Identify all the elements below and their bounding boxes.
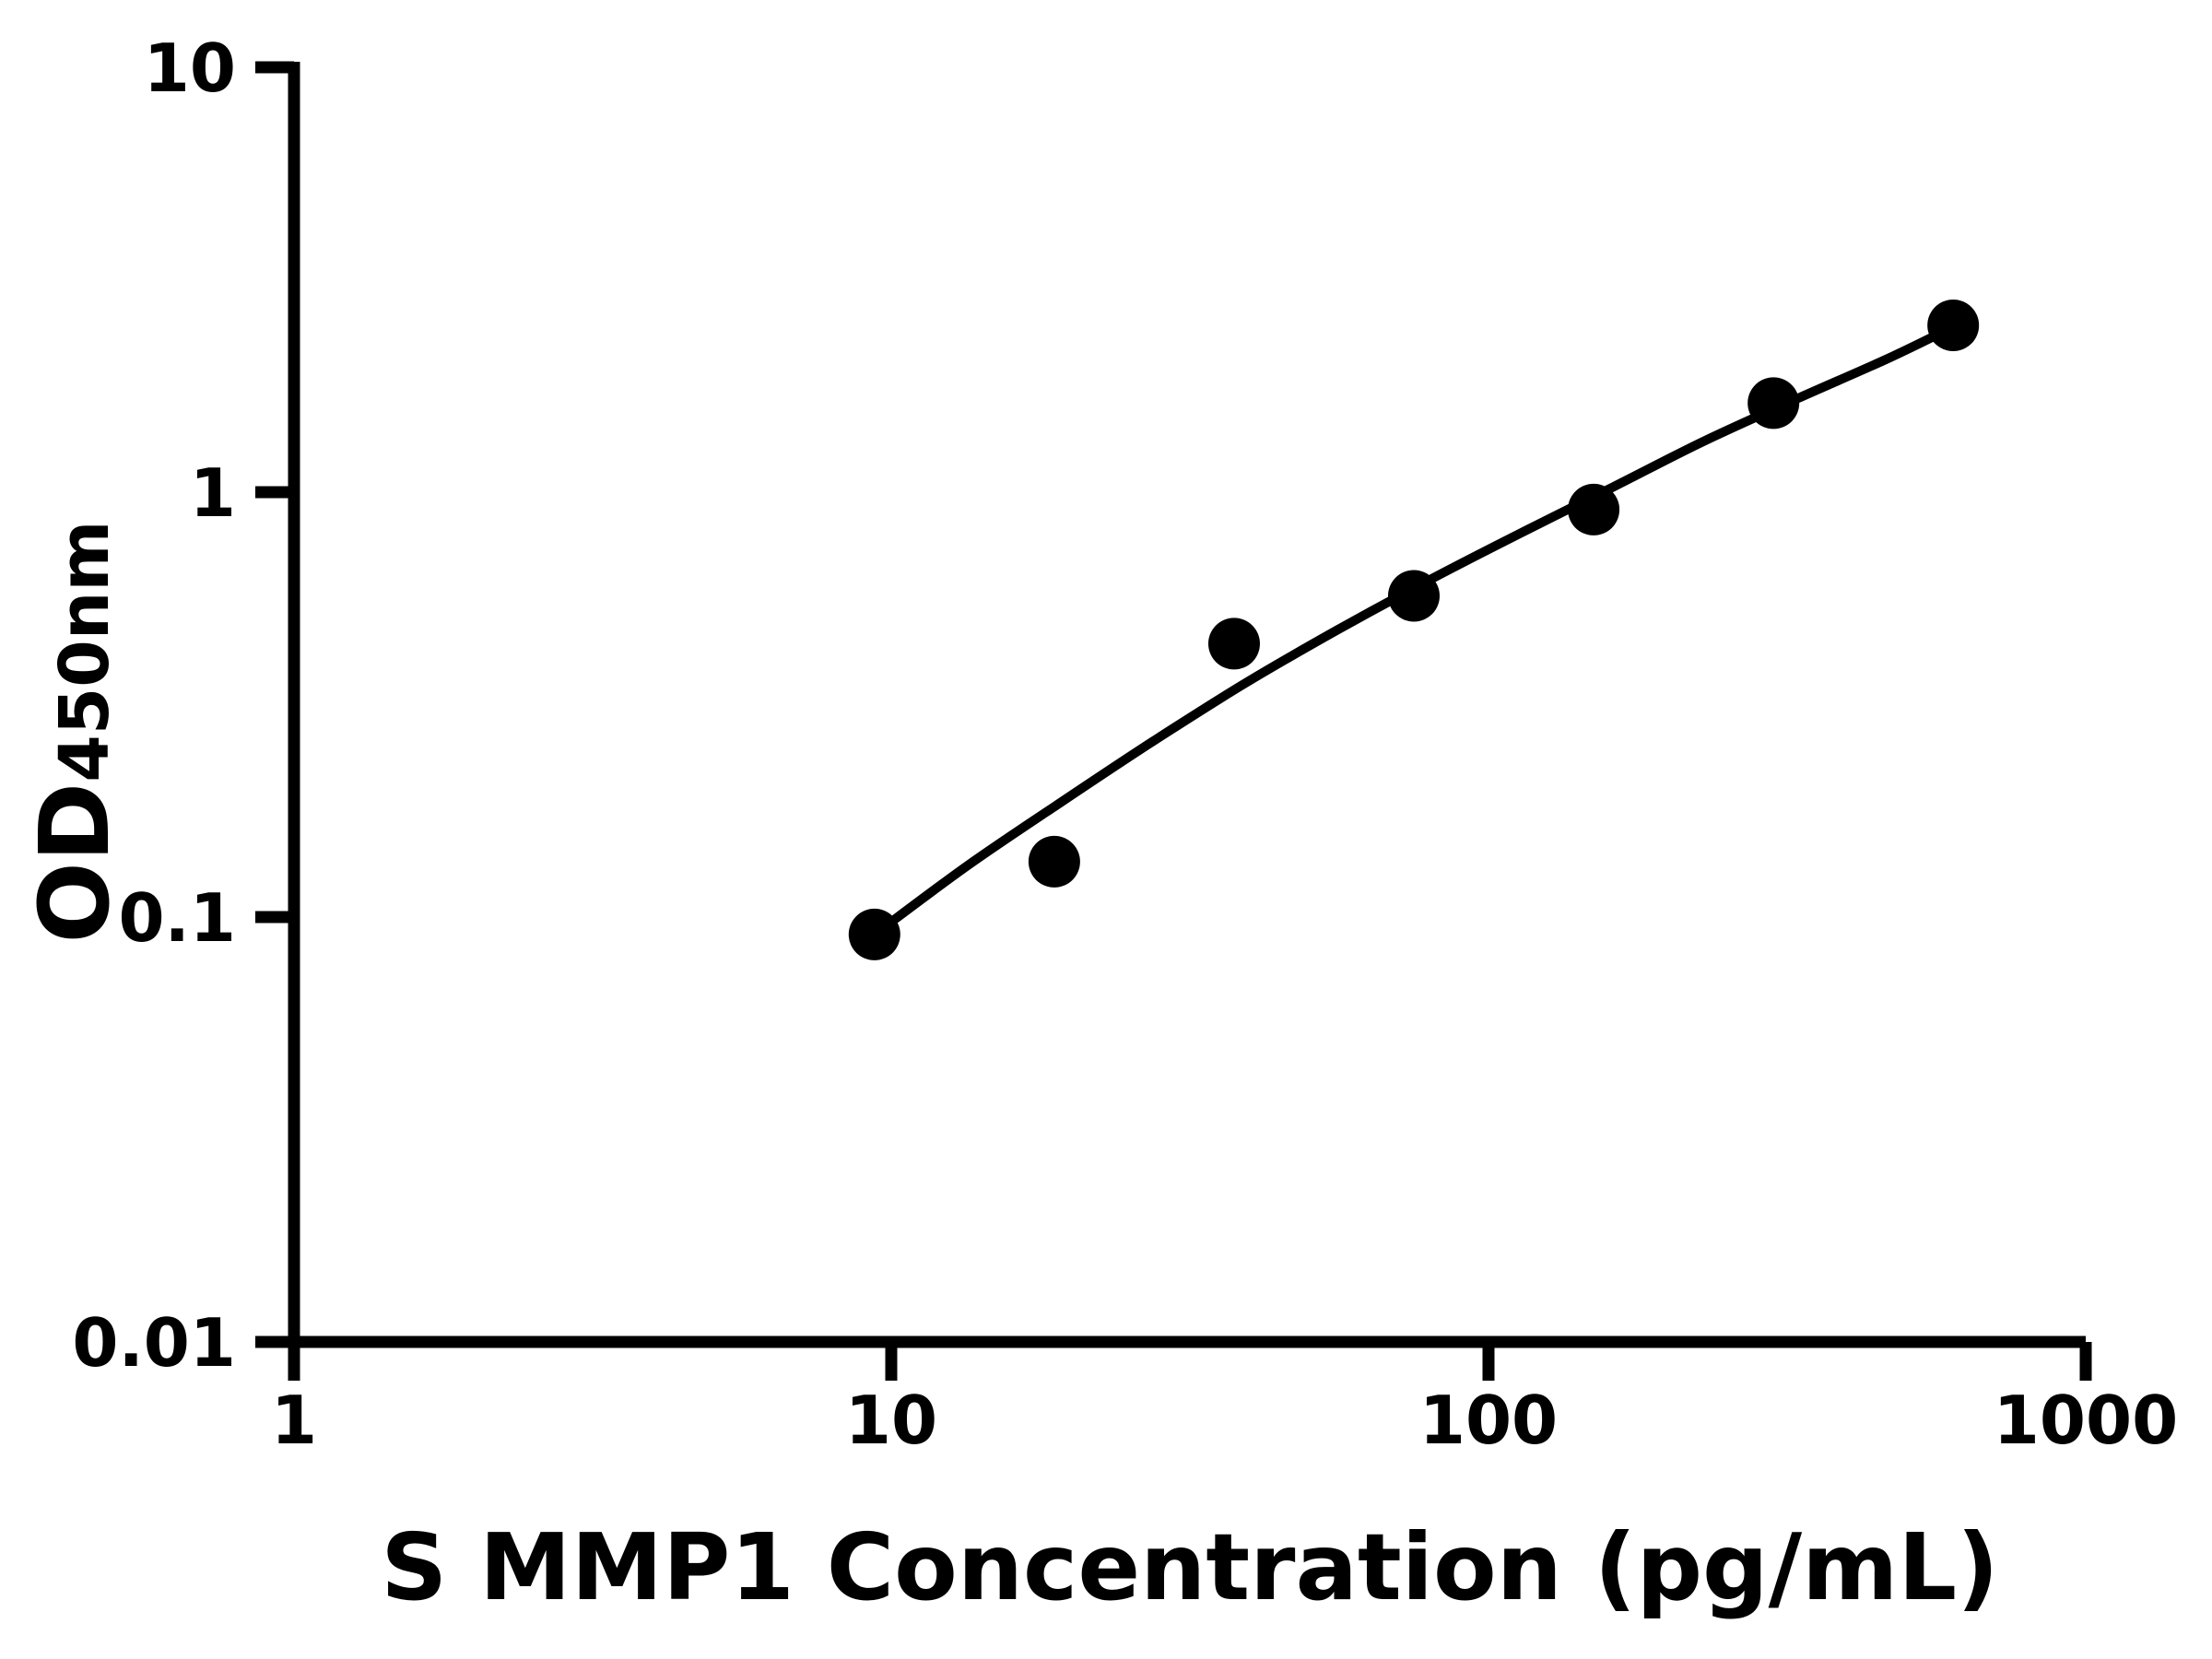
x-tick-label: 10 bbox=[845, 1382, 937, 1459]
data-point-marker bbox=[1927, 300, 1980, 351]
y-tick-label: 10 bbox=[144, 29, 236, 107]
x-axis-title: S MMP1 Concentration (pg/mL) bbox=[381, 1513, 1999, 1621]
axes bbox=[288, 62, 2086, 1348]
axis-spines bbox=[288, 62, 2086, 1348]
x-tick-label: 100 bbox=[1419, 1382, 1558, 1459]
y-axis-title: OD450nm bbox=[18, 520, 131, 943]
data-point-marker bbox=[848, 908, 900, 960]
data-point-marker bbox=[1568, 483, 1620, 535]
data-point-marker bbox=[1388, 570, 1440, 622]
data-point-marker bbox=[1747, 377, 1800, 429]
axis-tick-labels: 1 10 100 1000 0.01 0.1 1 10 bbox=[72, 29, 2178, 1459]
data-point-marker bbox=[1028, 835, 1080, 888]
y-axis-title-sub: 450nm bbox=[45, 520, 124, 782]
data-points bbox=[848, 300, 1980, 960]
y-tick-label: 1 bbox=[190, 454, 236, 532]
x-tick-label: 1 bbox=[271, 1382, 317, 1459]
x-tick-label: 1000 bbox=[1994, 1382, 2178, 1459]
axis-ticks bbox=[255, 61, 2092, 1381]
y-tick-label: 0.01 bbox=[72, 1304, 236, 1382]
data-point-marker bbox=[1208, 618, 1260, 670]
y-axis-title-main: OD bbox=[18, 782, 131, 944]
y-tick-label: 0.1 bbox=[118, 879, 236, 957]
